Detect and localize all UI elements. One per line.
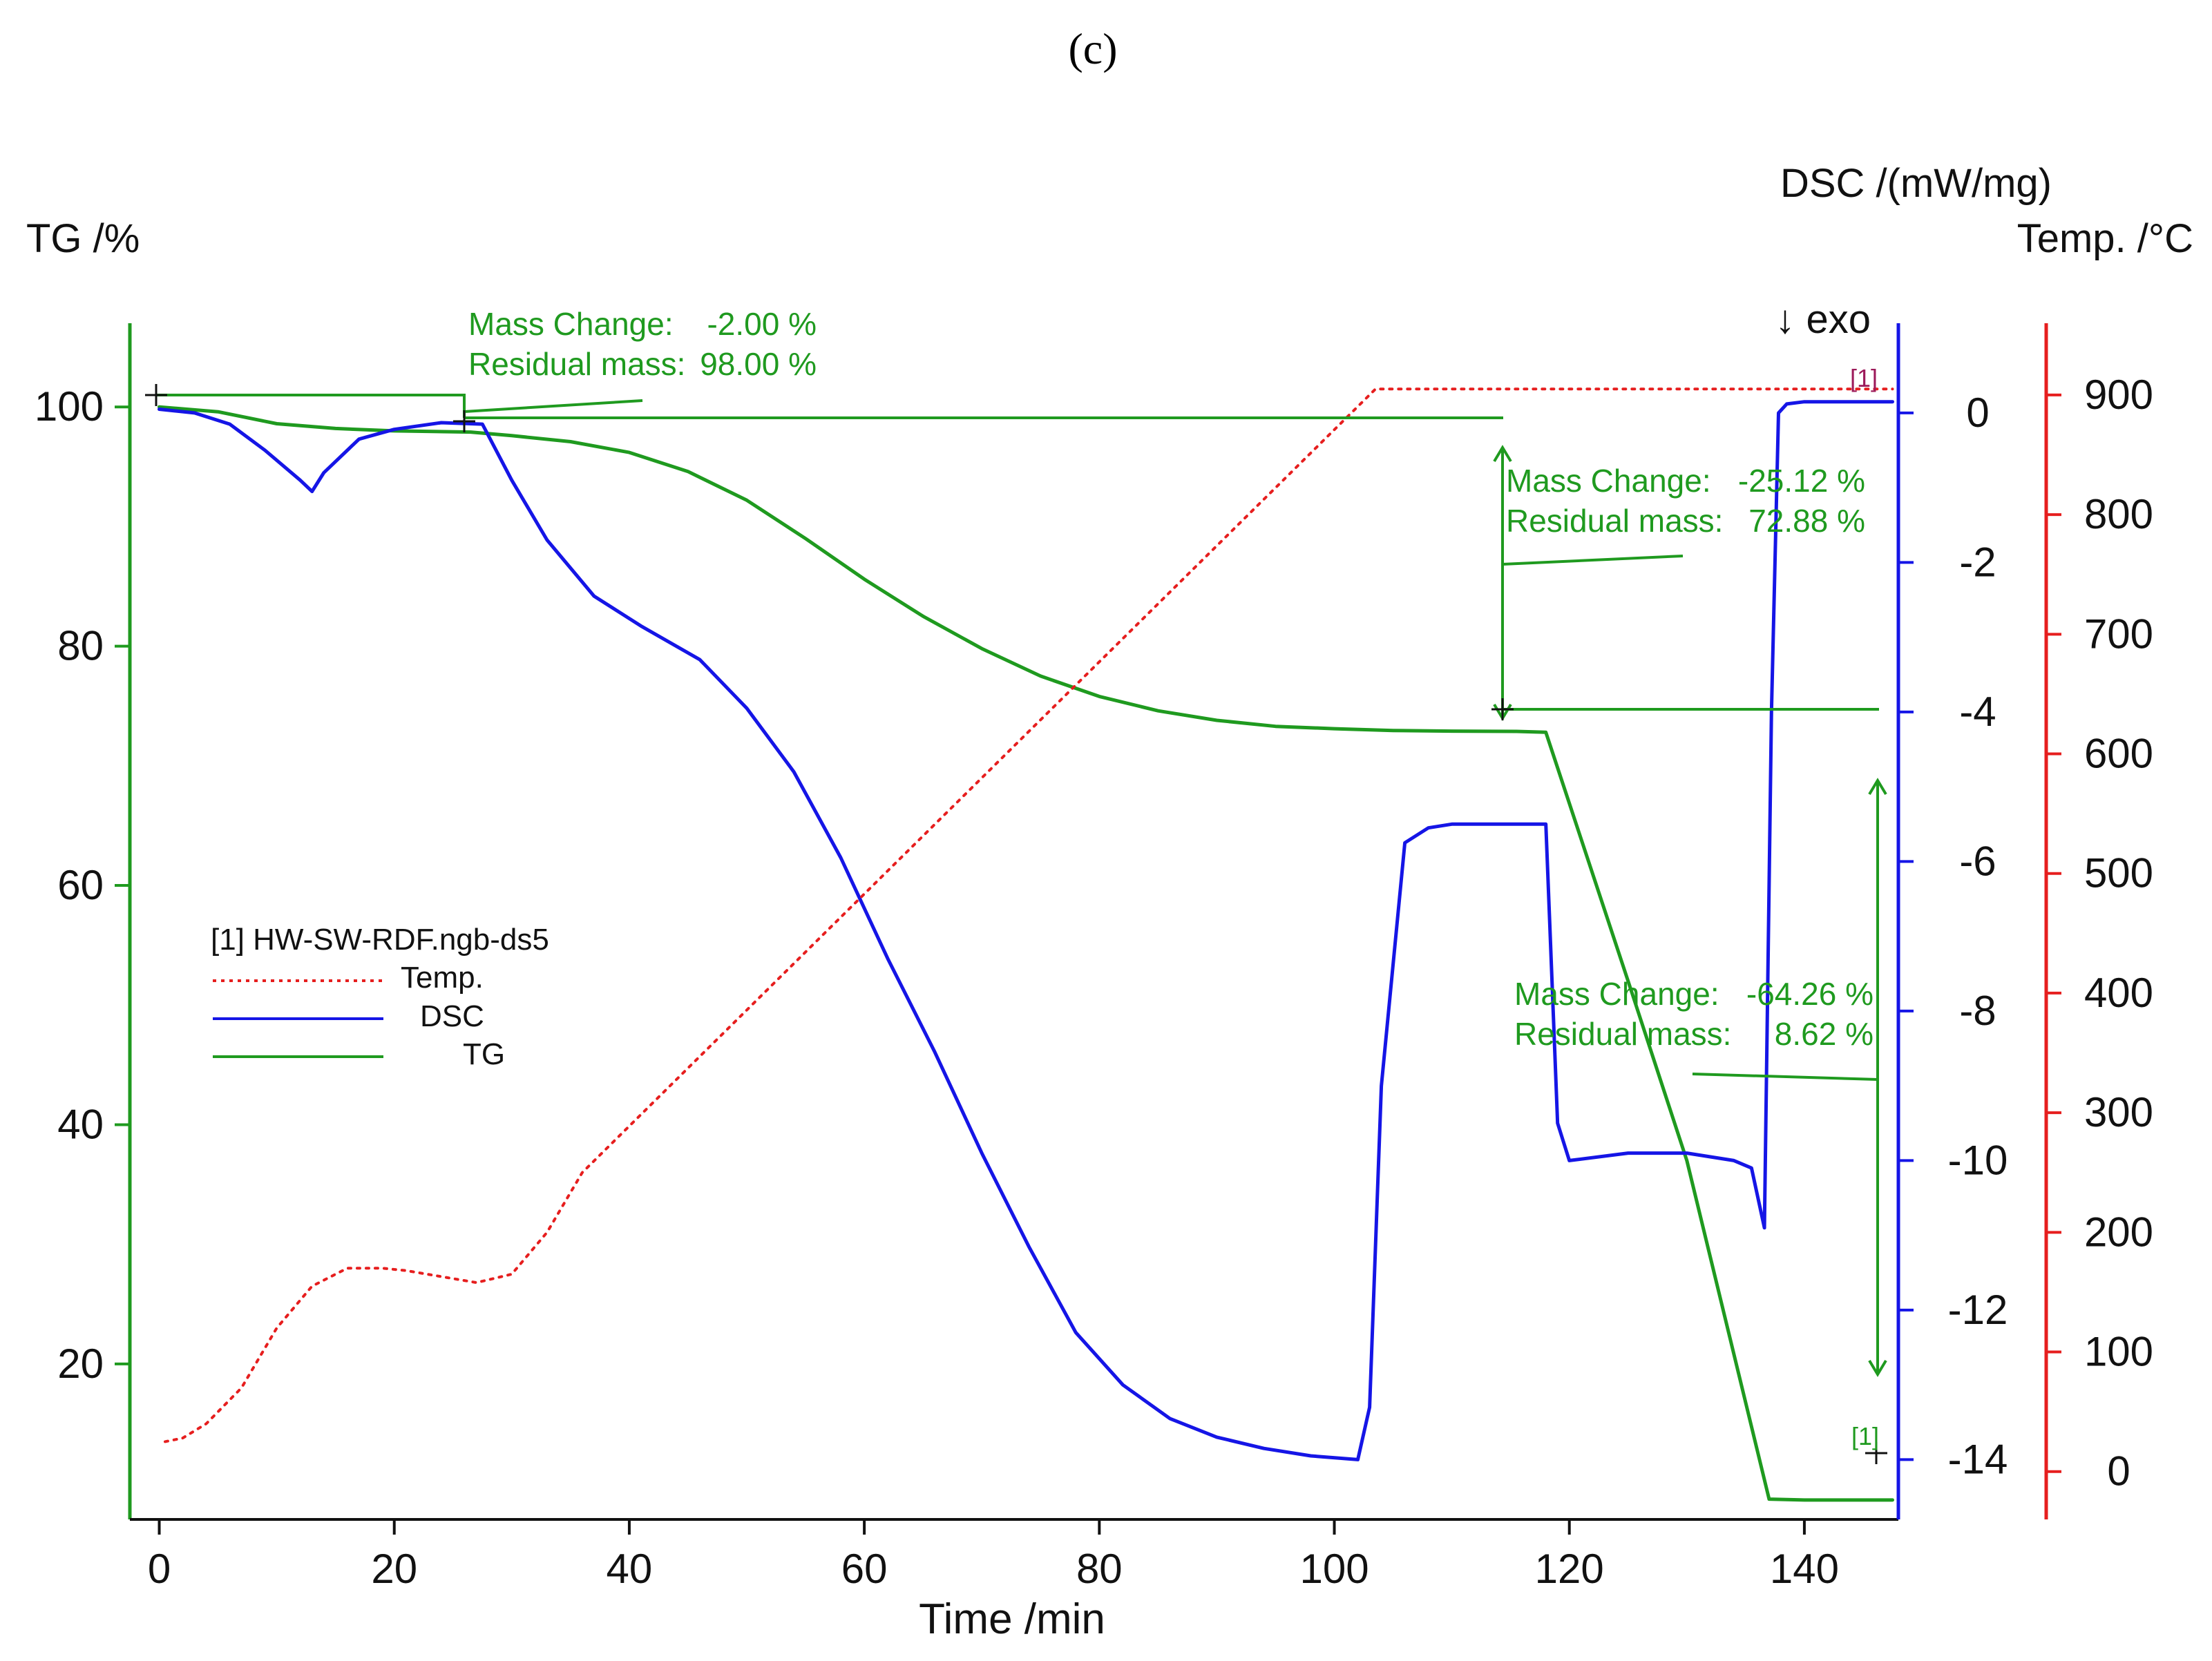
step3-leader <box>1692 1073 1878 1081</box>
x-tick-label: 0 <box>148 1546 171 1592</box>
step2-leader <box>1502 555 1684 566</box>
tg-curve-marker: [1] <box>1851 1422 1879 1450</box>
figure-label: (c) <box>1068 24 1117 73</box>
step1-residual-label: Residual mass: <box>468 346 685 382</box>
series-line-dsc <box>158 400 1894 1461</box>
temp-tick-label: 400 <box>2084 970 2153 1016</box>
series-line-tg <box>158 405 1894 1502</box>
x-axis-ticks: 0 20 40 60 80 100 120 140 <box>148 1519 1839 1592</box>
temp-tick-label: 700 <box>2084 611 2153 657</box>
dsc-curve-marker: [1] <box>1850 364 1878 392</box>
dsc-tick-label: -6 <box>1959 838 1996 884</box>
legend: [1] HW-SW-RDF.ngb-ds5 Temp. DSC TG <box>211 923 549 1071</box>
step1-mass-change-value: -2.00 % <box>707 306 817 342</box>
x-tick-label: 140 <box>1770 1546 1839 1592</box>
x-tick-label: 120 <box>1535 1546 1604 1592</box>
temp-tick-label: 0 <box>2107 1448 2130 1495</box>
step1-residual-value: 98.00 % <box>700 346 817 382</box>
temp-tick-label: 100 <box>2084 1329 2153 1375</box>
temp-tick-label: 600 <box>2084 731 2153 777</box>
temp-tick-label: 200 <box>2084 1209 2153 1255</box>
tg-axis-ticks: 20 40 60 80 100 <box>35 383 130 1387</box>
legend-title: [1] HW-SW-RDF.ngb-ds5 <box>211 923 549 957</box>
tg-tick-label: 20 <box>57 1341 104 1387</box>
dsc-tick-label: -10 <box>1948 1137 2008 1183</box>
tg-tick-label: 80 <box>57 623 104 669</box>
step-annotation-lines <box>156 394 1887 1377</box>
x-tick-label: 40 <box>607 1546 653 1592</box>
temp-tick-label: 900 <box>2084 372 2153 418</box>
legend-label-tg: TG <box>463 1037 505 1071</box>
temp-tick-label: 800 <box>2084 491 2153 537</box>
step3-residual-label: Residual mass: <box>1514 1016 1731 1052</box>
step2-arrowhead-top <box>1493 445 1512 463</box>
x-tick-label: 80 <box>1076 1546 1123 1592</box>
temp-axis-title: Temp. /°C <box>2017 216 2193 261</box>
dsc-tick-label: 0 <box>1966 390 1989 436</box>
step3-arrowhead-top <box>1868 778 1887 796</box>
x-tick-label: 60 <box>841 1546 888 1592</box>
x-tick-label: 100 <box>1299 1546 1369 1592</box>
dsc-tick-label: -4 <box>1959 689 1996 735</box>
step2-residual-value: 72.88 % <box>1748 503 1865 539</box>
x-tick-label: 20 <box>371 1546 417 1592</box>
step2-mass-change-label: Mass Change: <box>1506 463 1711 499</box>
exo-label: ↓ exo <box>1775 297 1871 342</box>
step3-arrowhead-bottom <box>1868 1359 1887 1377</box>
step3-mass-change-value: -64.26 % <box>1746 976 1873 1012</box>
step3-residual-value: 8.62 % <box>1775 1016 1873 1052</box>
step1-annotation: Mass Change: -2.00 % Residual mass: 98.0… <box>468 306 817 382</box>
tg-axis-title: TG /% <box>26 216 140 261</box>
legend-label-dsc: DSC <box>420 999 484 1033</box>
dsc-tick-label: -14 <box>1948 1436 2008 1482</box>
legend-label-temp: Temp. <box>401 961 484 995</box>
step3-annotation: Mass Change: -64.26 % Residual mass: 8.6… <box>1514 976 1873 1052</box>
tg-tick-label: 100 <box>35 383 104 430</box>
series-group <box>158 387 1894 1502</box>
dsc-axis-ticks: 0 -2 -4 -6 -8 -10 -12 -14 <box>1898 390 2008 1482</box>
step1-mass-change-label: Mass Change: <box>468 306 674 342</box>
temp-axis-ticks: 0 100 200 300 400 500 600 700 800 900 <box>2046 372 2153 1495</box>
tg-tick-label: 60 <box>57 862 104 908</box>
step2-mass-change-value: -25.12 % <box>1738 463 1865 499</box>
series-line-temp <box>164 387 1894 1443</box>
cross-markers <box>145 384 1887 1464</box>
tg-tick-label: 40 <box>57 1101 104 1147</box>
step2-residual-label: Residual mass: <box>1506 503 1723 539</box>
step3-mass-change-label: Mass Change: <box>1514 976 1719 1012</box>
dsc-tick-label: -12 <box>1948 1287 2008 1333</box>
temp-tick-label: 500 <box>2084 850 2153 896</box>
step1-leader <box>464 399 643 413</box>
step2-annotation: Mass Change: -25.12 % Residual mass: 72.… <box>1506 463 1865 539</box>
x-axis-title: Time /min <box>919 1595 1105 1643</box>
temp-tick-label: 300 <box>2084 1089 2153 1135</box>
dsc-axis-title: DSC /(mW/mg) <box>1780 161 2052 206</box>
dsc-tick-label: -2 <box>1959 539 1996 585</box>
dsc-tick-label: -8 <box>1959 988 1996 1034</box>
